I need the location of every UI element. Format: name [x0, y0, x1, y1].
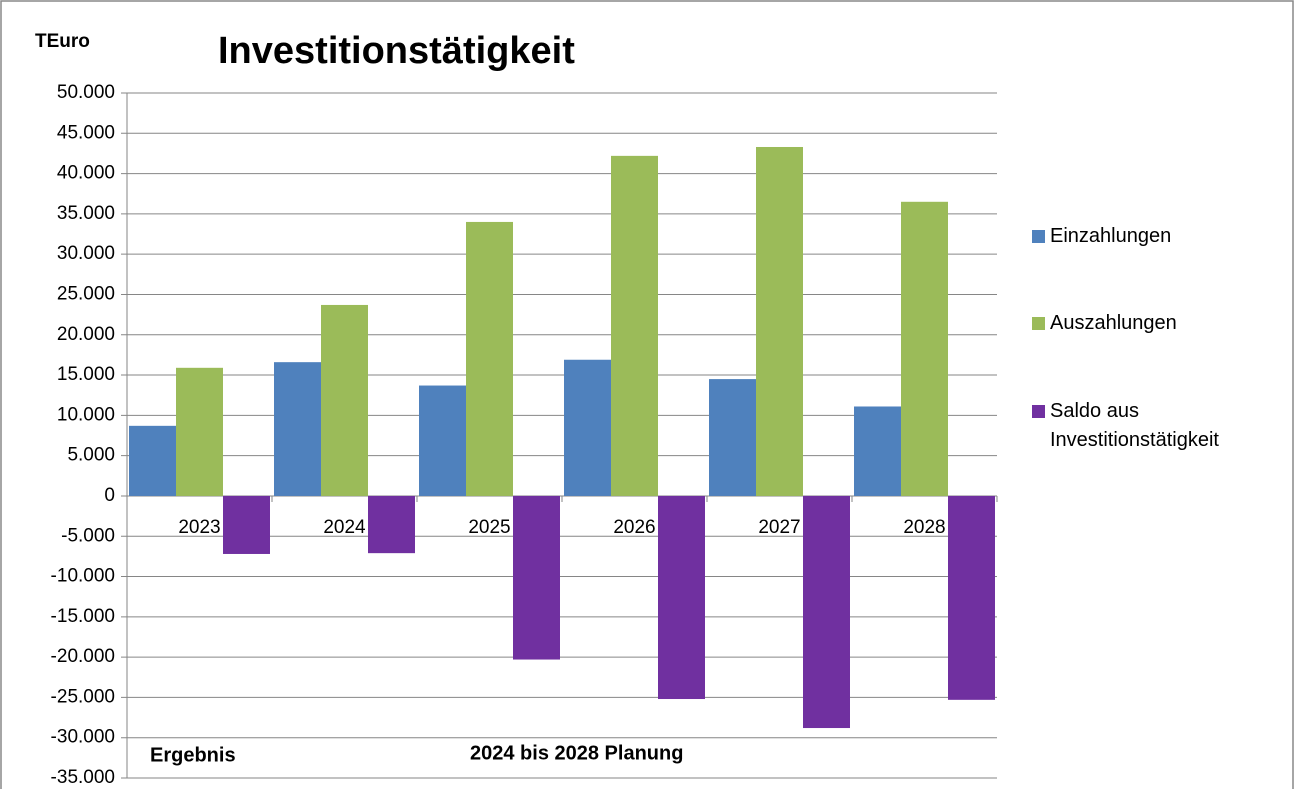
bar [176, 367, 223, 496]
legend-entry: Einzahlungen [1032, 222, 1282, 251]
y-tick-label: 20.000 [57, 324, 115, 345]
y-tick-label: -30.000 [51, 727, 115, 748]
x-tick-label: 2024 [323, 517, 366, 538]
x-tick-label: 2026 [613, 517, 655, 538]
legend-swatch [1032, 230, 1045, 243]
bar [854, 406, 901, 496]
x-tick-label: 2028 [903, 517, 945, 538]
y-tick-label: -15.000 [51, 606, 115, 627]
y-tick-label: 30.000 [57, 243, 115, 264]
y-tick-label: 25.000 [57, 283, 115, 304]
bar [564, 359, 611, 496]
y-tick-label: -10.000 [51, 566, 115, 587]
bar [129, 425, 176, 496]
bar [223, 495, 270, 554]
y-axis-label: TEuro [35, 31, 90, 52]
bar [948, 495, 995, 700]
bar [368, 495, 415, 554]
y-tick-label: 5.000 [67, 445, 115, 466]
bar [658, 495, 705, 700]
x-tick-label: 2023 [178, 517, 220, 538]
bar [274, 362, 321, 496]
bar [419, 385, 466, 496]
bar [611, 155, 658, 496]
bar [803, 495, 850, 729]
y-tick-label: 50.000 [57, 82, 115, 103]
x-tick-label: 2025 [468, 517, 510, 538]
bar [321, 304, 368, 496]
bar [756, 146, 803, 496]
legend-entry: Saldo aus Investitionstätigkeit [1032, 397, 1282, 455]
chart-title: Investitionstätigkeit [218, 30, 575, 72]
legend-swatch [1032, 317, 1045, 330]
y-tick-label: 35.000 [57, 203, 115, 224]
y-tick-label: 15.000 [57, 364, 115, 385]
annotation: Ergebnis [150, 744, 236, 766]
y-tick-label: -20.000 [51, 646, 115, 667]
legend-entry: Auszahlungen [1032, 309, 1282, 338]
bar [513, 495, 560, 660]
bar [901, 201, 948, 496]
y-tick-label: 40.000 [57, 163, 115, 184]
y-tick-label: 0 [104, 485, 115, 506]
bar [709, 379, 756, 496]
legend-label: Auszahlungen [1050, 312, 1177, 334]
y-tick-label: -25.000 [51, 686, 115, 707]
legend-swatch [1032, 405, 1045, 418]
x-tick-label: 2027 [758, 517, 800, 538]
legend-label: Einzahlungen [1050, 225, 1172, 247]
legend-label: Saldo aus Investitionstätigkeit [1050, 400, 1219, 451]
annotation: 2024 bis 2028 Planung [470, 742, 683, 764]
y-tick-label: 10.000 [57, 404, 115, 425]
y-tick-label: 45.000 [57, 122, 115, 143]
y-tick-label: -5.000 [61, 525, 115, 546]
bar [466, 221, 513, 496]
y-tick-label: -35.000 [51, 767, 115, 788]
